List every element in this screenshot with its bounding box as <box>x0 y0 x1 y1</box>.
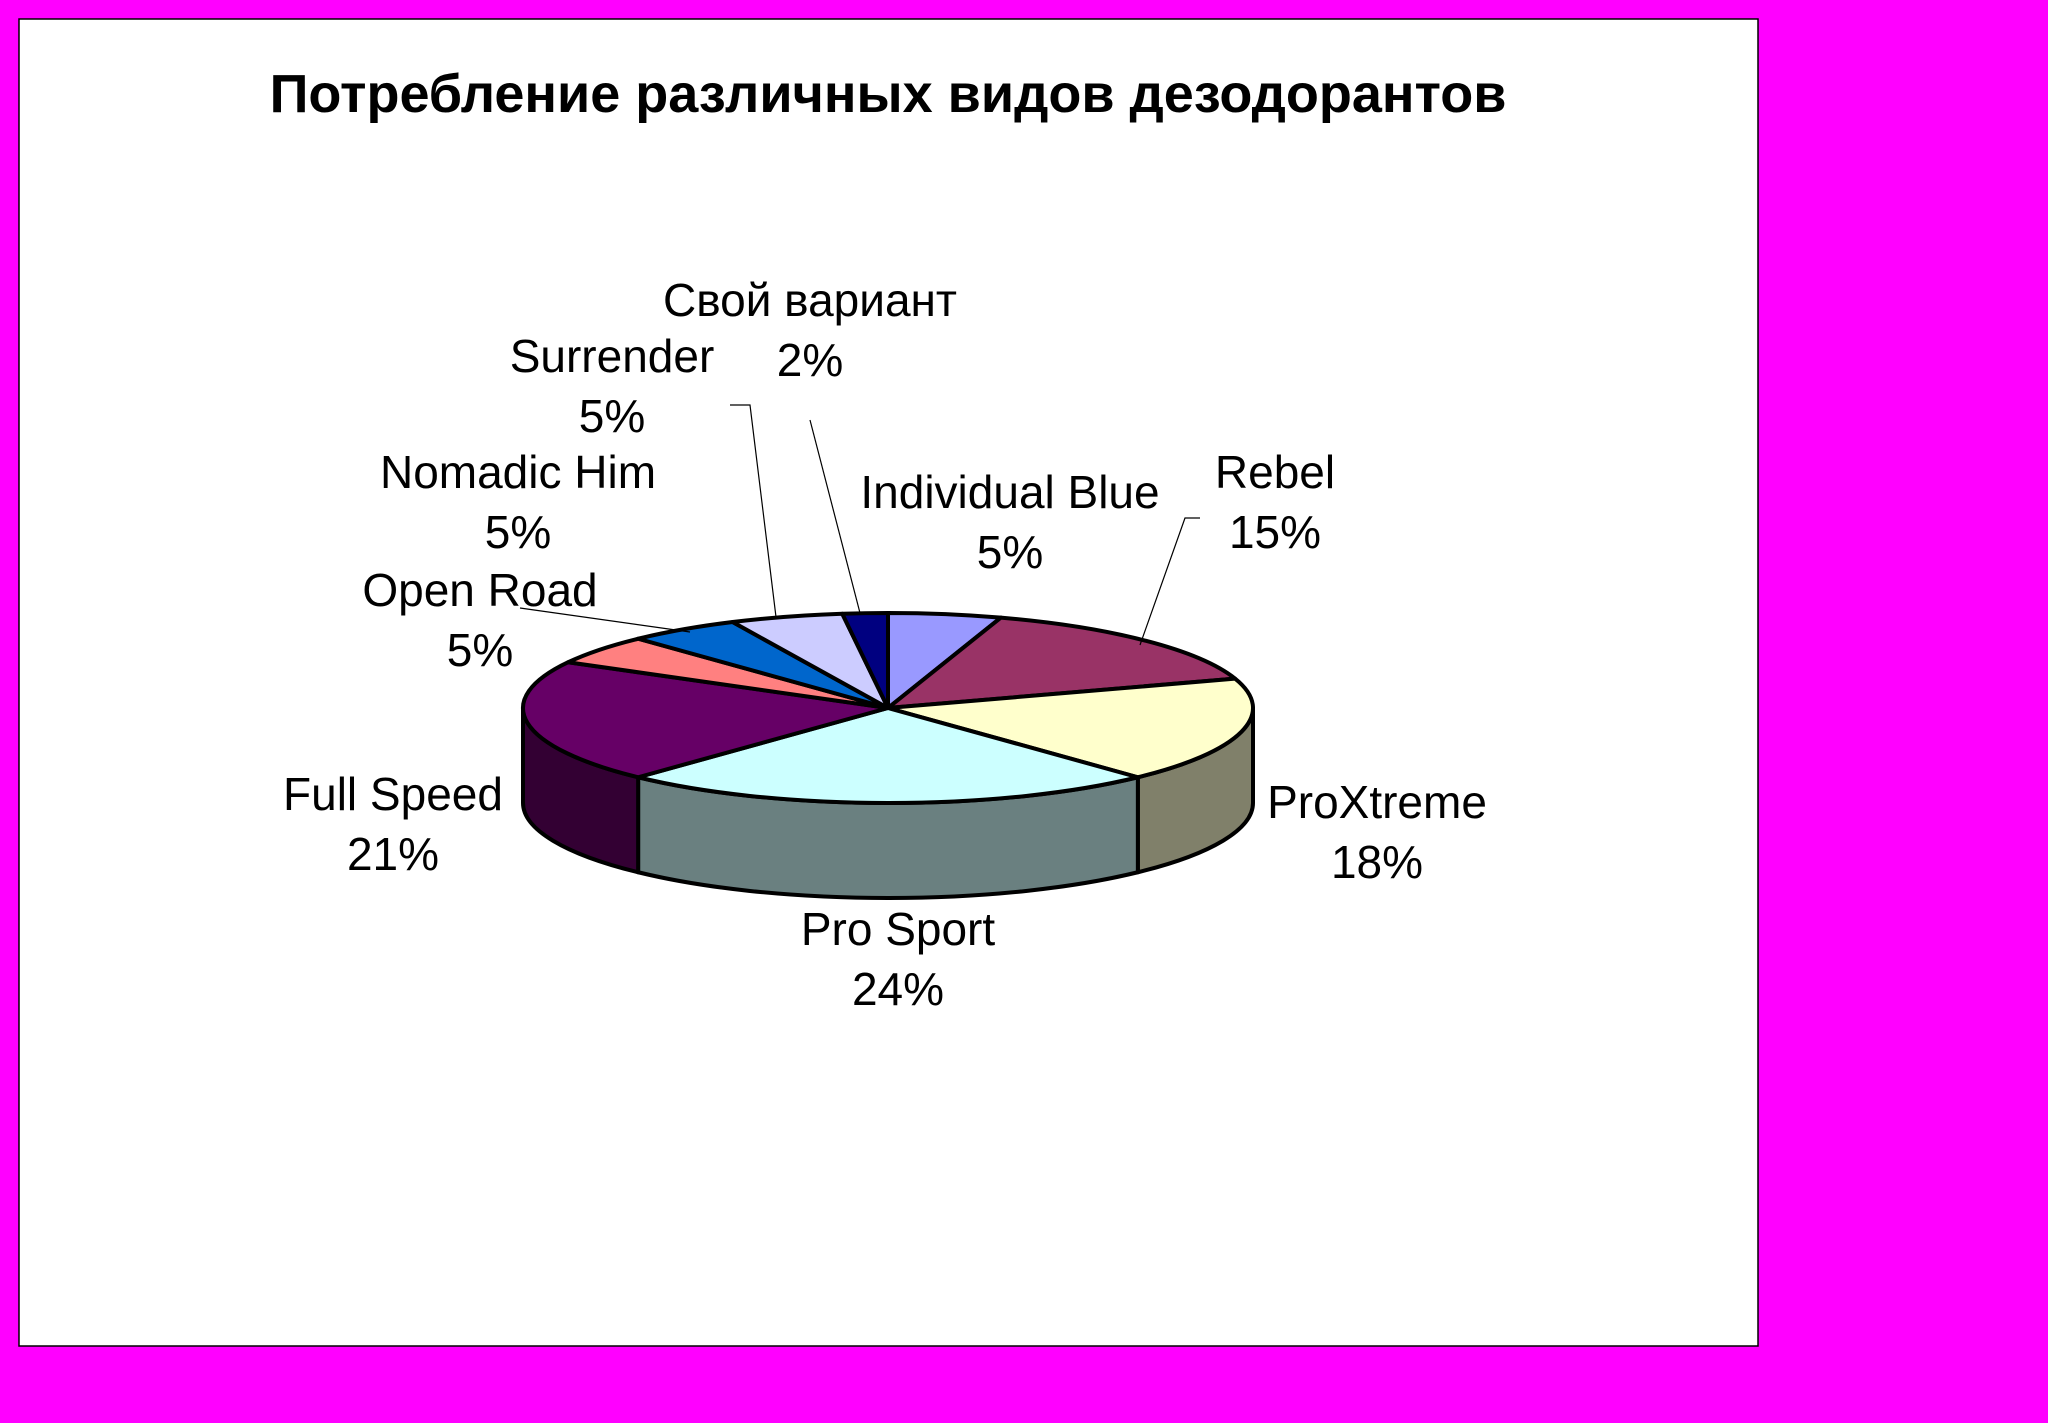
label-name-rebel: Rebel <box>1215 446 1335 498</box>
label-name-pro-sport: Pro Sport <box>801 903 996 955</box>
label-name-proxtreme: ProXtreme <box>1267 776 1487 828</box>
label-value-nomadic-him: 5% <box>485 506 551 558</box>
leader-line-свой-вариант <box>809 419 861 614</box>
slice-proxtreme <box>886 676 1255 780</box>
label-value-individual-blue: 5% <box>977 526 1043 578</box>
leader-lines <box>519 404 1200 646</box>
leader-line-open-road <box>519 607 691 633</box>
label-value-pro-sport: 24% <box>852 963 944 1015</box>
chart-title: Потребление различных видов дезодорантов <box>270 64 1507 124</box>
label-value-rebel: 15% <box>1229 506 1321 558</box>
label-value-surrender: 5% <box>579 390 645 442</box>
label-name-full-speed: Full Speed <box>283 768 503 820</box>
leader-line-surrender <box>730 404 777 618</box>
slice-full-speed <box>521 660 890 780</box>
label-name-individual-blue: Individual Blue <box>860 466 1159 518</box>
label-name-open-road: Open Road <box>362 564 597 616</box>
label-value-proxtreme: 18% <box>1331 836 1423 888</box>
label-name-surrender: Surrender <box>510 330 715 382</box>
slice-свой-вариант <box>840 611 890 710</box>
label-value-open-road: 5% <box>447 624 513 676</box>
pie-tops <box>521 611 1255 805</box>
data-labels: Individual Blue 5% Rebel 15% ProXtreme 18% Pro… <box>283 274 1487 1015</box>
pie-sides <box>521 706 1255 900</box>
slice-pro-sport <box>636 706 1140 805</box>
leader-line-rebel <box>1139 517 1200 646</box>
label-name-свой-вариант: Свой вариант <box>663 274 957 326</box>
label-value-свой-вариант: 2% <box>777 334 843 386</box>
label-value-full-speed: 21% <box>347 828 439 880</box>
label-name-nomadic-him: Nomadic Him <box>380 446 656 498</box>
